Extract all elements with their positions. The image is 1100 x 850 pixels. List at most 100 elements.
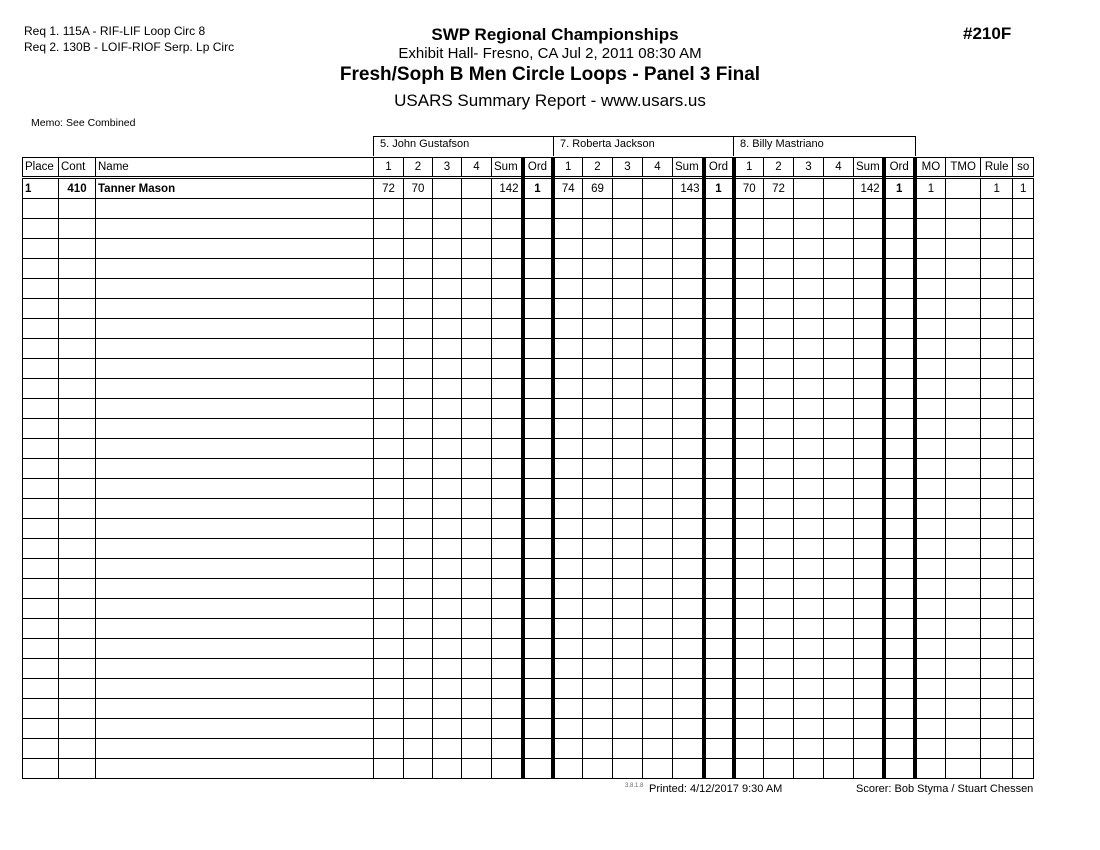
ord-cell [703,698,736,719]
score-cell [582,658,613,679]
score-cell [461,558,492,579]
score-cell [582,598,613,619]
score-cell [432,578,462,599]
score-cell [403,258,433,279]
results-table: Place Cont Name 1 2 3 4 Sum Ord 1 2 3 4 Sum Ord 1 2 3 4 Sum… [22,157,1035,779]
score-cell [823,438,854,459]
score-cell [823,338,854,359]
score-cell [823,378,854,399]
score-cell [552,718,583,739]
place-cell [22,478,59,499]
score-cell [733,558,764,579]
sum-cell [852,578,886,599]
ord-cell [883,218,917,239]
column-header-judge-1: Sum [491,157,525,179]
table-row [22,698,1035,719]
tail-cell [914,278,947,299]
name-cell [95,698,374,719]
tail-cell [1012,578,1035,599]
score-cell [793,198,824,219]
score-cell [612,478,643,499]
score-cell [612,458,643,479]
score-cell [432,638,462,659]
cont-cell [58,758,96,779]
cont-cell [58,298,96,319]
ord-cell [703,238,736,259]
tail-cell [1012,218,1035,239]
score-cell [432,738,462,759]
tail-cell [945,278,982,299]
score-cell [763,418,794,439]
score-cell [793,358,824,379]
score-cell [582,318,613,339]
score-cell [763,558,794,579]
ord-cell [703,518,736,539]
score-cell [552,638,583,659]
score-cell [793,398,824,419]
sum-cell [491,758,525,779]
sum-cell [672,558,706,579]
cont-cell [58,258,96,279]
score-cell [461,618,492,639]
sum-cell: 142 [491,177,525,199]
score-cell [373,638,404,659]
tail-cell [980,278,1014,299]
sum-cell [852,758,886,779]
score-cell [612,238,643,259]
tail-cell [945,358,982,379]
score-cell [642,298,673,319]
tail-cell [980,498,1014,519]
ord-cell [703,318,736,339]
sum-cell [491,198,525,219]
tail-cell [1012,678,1035,699]
score-cell [461,378,492,399]
place-cell [22,278,59,299]
sum-cell [491,718,525,739]
tail-cell [980,198,1014,219]
table-row [22,458,1035,479]
score-cell [432,678,462,699]
ord-cell [522,678,555,699]
tail-cell [980,458,1014,479]
ord-cell [883,678,917,699]
ord-cell [883,758,917,779]
ord-cell [883,258,917,279]
score-cell: 74 [552,177,583,199]
score-cell [793,698,824,719]
tail-cell [914,658,947,679]
sum-cell [672,618,706,639]
score-cell [461,338,492,359]
score-cell [733,498,764,519]
score-cell [461,177,492,199]
table-row [22,578,1035,599]
score-cell [552,578,583,599]
score-cell [612,278,643,299]
ord-cell [883,278,917,299]
table-row [22,478,1035,499]
cont-cell [58,598,96,619]
place-cell [22,298,59,319]
sum-cell [672,598,706,619]
score-cell [763,758,794,779]
score-cell [642,658,673,679]
tail-cell [1012,378,1035,399]
tail-cell [1012,418,1035,439]
score-cell [642,518,673,539]
sum-cell [852,238,886,259]
score-cell [461,758,492,779]
score-cell [373,338,404,359]
column-header-judge-1: 1 [373,157,404,179]
sum-cell [491,498,525,519]
score-cell [642,258,673,279]
score-cell [793,498,824,519]
score-cell [403,198,433,219]
score-cell [582,278,613,299]
tail-cell [945,618,982,639]
tail-cell [980,318,1014,339]
score-cell [763,698,794,719]
sum-cell [852,658,886,679]
scorer: Scorer: Bob Styma / Stuart Chessen [856,783,1034,795]
tail-cell [914,398,947,419]
score-cell [582,758,613,779]
ord-cell [522,278,555,299]
